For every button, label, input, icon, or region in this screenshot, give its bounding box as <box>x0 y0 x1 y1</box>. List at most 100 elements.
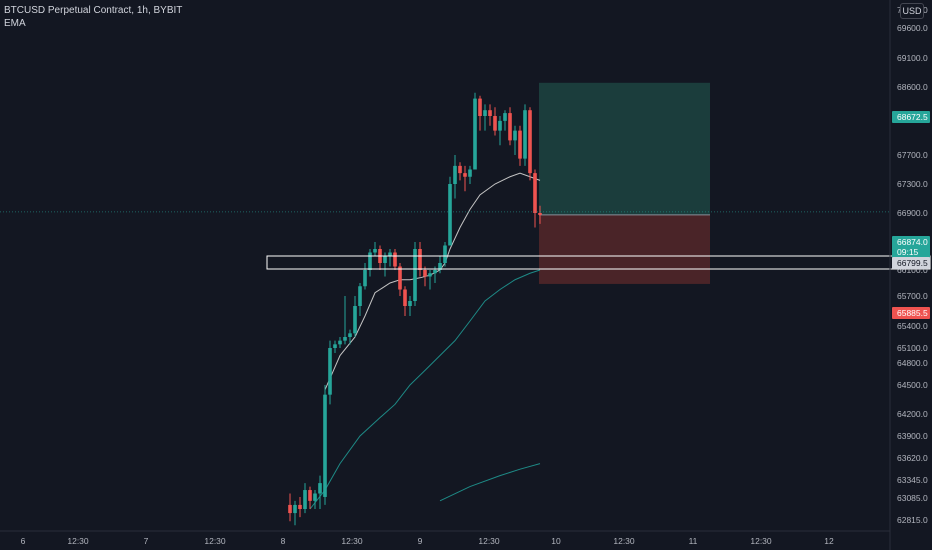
time-tick-label: 12:30 <box>478 536 500 546</box>
symbol-title[interactable]: BTCUSD Perpetual Contract, 1h, BYBIT <box>4 5 183 16</box>
candle-body[interactable] <box>333 344 337 348</box>
candle-body[interactable] <box>358 286 362 306</box>
target-price-tag: 68672.5 <box>892 111 930 123</box>
candle-body[interactable] <box>408 301 412 306</box>
candle-body[interactable] <box>438 263 442 270</box>
price-tick-label: 64200.0 <box>897 409 928 419</box>
candles[interactable] <box>288 92 542 526</box>
price-tick-label: 69100.0 <box>897 53 928 63</box>
svg-text:66799.5: 66799.5 <box>897 258 928 268</box>
time-tick-label: 11 <box>689 536 698 546</box>
indicator-label[interactable]: EMA <box>4 18 26 29</box>
candle-body[interactable] <box>343 337 347 341</box>
time-tick-label: 9 <box>418 536 423 546</box>
candle-body[interactable] <box>538 213 542 215</box>
candle-body[interactable] <box>308 490 312 501</box>
price-tick-label: 64500.0 <box>897 380 928 390</box>
candle-body[interactable] <box>468 169 472 177</box>
price-tick-label: 66900.0 <box>897 208 928 218</box>
time-tick-label: 8 <box>281 536 286 546</box>
time-tick-label: 10 <box>551 536 561 546</box>
price-tick-label: 63085.0 <box>897 493 928 503</box>
current-price-tag: 66874.009:15 <box>892 236 930 258</box>
candle-body[interactable] <box>443 245 447 264</box>
stop-zone[interactable] <box>539 214 710 284</box>
candle-body[interactable] <box>488 110 492 116</box>
time-tick-label: 12:30 <box>750 536 772 546</box>
time-tick-label: 12:30 <box>204 536 226 546</box>
candle-body[interactable] <box>388 252 392 257</box>
candle-body[interactable] <box>508 113 512 141</box>
candle-body[interactable] <box>498 120 502 131</box>
candle-body[interactable] <box>363 270 367 287</box>
target-zone[interactable] <box>539 82 710 215</box>
time-tick-label: 12 <box>824 536 834 546</box>
candle-body[interactable] <box>368 252 372 271</box>
candle-body[interactable] <box>293 504 297 514</box>
candle-body[interactable] <box>348 333 352 337</box>
candle-body[interactable] <box>523 110 527 159</box>
price-tick-label: 63345.0 <box>897 475 928 485</box>
candle-body[interactable] <box>528 110 532 174</box>
time-tick-label: 12:30 <box>341 536 363 546</box>
candle-body[interactable] <box>323 394 327 497</box>
candle-body[interactable] <box>313 493 317 501</box>
candle-body[interactable] <box>478 98 482 116</box>
candle-body[interactable] <box>328 348 332 395</box>
chart-legend: BTCUSD Perpetual Contract, 1h, BYBIT EMA <box>4 4 182 30</box>
price-tick-label: 66100.0 <box>897 265 928 275</box>
position-zones[interactable] <box>539 82 710 284</box>
price-tick-label: 63900.0 <box>897 431 928 441</box>
candle-body[interactable] <box>423 270 427 277</box>
candle-body[interactable] <box>458 165 462 174</box>
candle-body[interactable] <box>303 490 307 509</box>
time-tick-label: 12:30 <box>613 536 635 546</box>
candle-body[interactable] <box>433 270 437 274</box>
price-tick-label: 69600.0 <box>897 23 928 33</box>
candle-body[interactable] <box>463 173 467 177</box>
candle-body[interactable] <box>493 116 497 131</box>
ema-slow-line <box>309 269 541 510</box>
price-tick-label: 67700.0 <box>897 150 928 160</box>
time-axis[interactable]: 6 12:30 7 12:30 8 12:30 9 12:30 10 12:30 11 12:30 12 <box>21 536 834 546</box>
svg-text:09:15: 09:15 <box>897 247 919 257</box>
candle-body[interactable] <box>473 98 477 170</box>
candle-body[interactable] <box>383 256 387 263</box>
candle-body[interactable] <box>428 273 432 277</box>
candle-body[interactable] <box>533 173 537 213</box>
currency-button[interactable]: USD <box>900 3 924 19</box>
svg-text:68672.5: 68672.5 <box>897 112 928 122</box>
candle-body[interactable] <box>453 165 457 184</box>
candle-body[interactable] <box>288 504 292 514</box>
candle-body[interactable] <box>483 110 487 116</box>
price-tick-label: 64800.0 <box>897 358 928 368</box>
time-tick-label: 6 <box>21 536 26 546</box>
candle-body[interactable] <box>338 340 342 345</box>
candle-body[interactable] <box>518 130 522 159</box>
price-tick-label: 67300.0 <box>897 179 928 189</box>
candle-body[interactable] <box>318 483 322 494</box>
price-tick-label: 65100.0 <box>897 343 928 353</box>
time-tick-label: 12:30 <box>67 536 89 546</box>
svg-text:66874.0: 66874.0 <box>897 237 928 247</box>
candle-body[interactable] <box>413 249 417 301</box>
stop-price-tag: 65885.5 <box>892 307 930 319</box>
candle-body[interactable] <box>393 252 397 267</box>
candle-body[interactable] <box>373 249 377 253</box>
price-tick-label: 63620.0 <box>897 453 928 463</box>
candle-body[interactable] <box>448 184 452 246</box>
candle-body[interactable] <box>353 306 357 334</box>
zone-price-tag: 66799.5 <box>892 257 930 269</box>
price-tick-label: 68600.0 <box>897 82 928 92</box>
candle-body[interactable] <box>418 249 422 270</box>
candle-body[interactable] <box>403 289 407 307</box>
candle-body[interactable] <box>398 266 402 290</box>
candle-body[interactable] <box>513 130 517 141</box>
candle-body[interactable] <box>298 504 302 509</box>
svg-text:65885.5: 65885.5 <box>897 308 928 318</box>
price-axis[interactable]: 70000.069600.069100.068600.068100.067700… <box>897 5 928 525</box>
candle-body[interactable] <box>503 113 507 121</box>
